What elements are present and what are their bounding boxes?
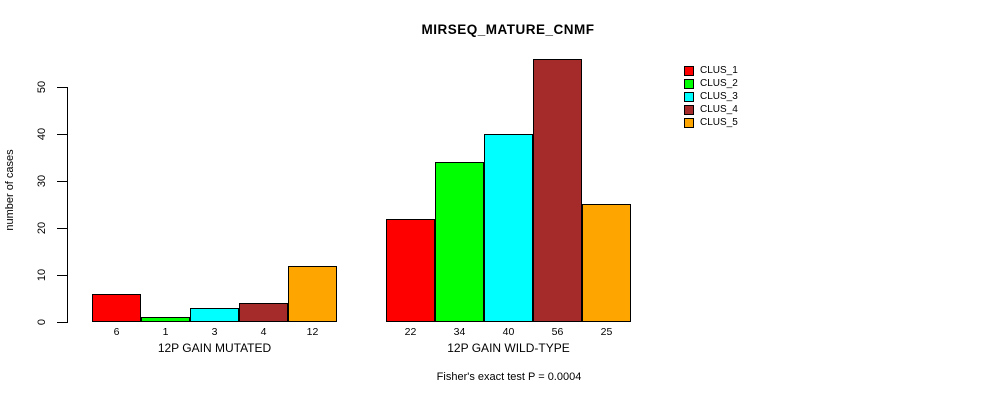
legend-item: CLUS_3 (684, 90, 738, 103)
legend-label: CLUS_5 (700, 117, 738, 128)
legend-item: CLUS_2 (684, 77, 738, 90)
legend-label: CLUS_2 (700, 78, 738, 89)
bar-value-label: 34 (453, 326, 466, 338)
bar-value-label: 3 (211, 326, 218, 338)
legend-swatch (684, 117, 694, 128)
bar-clus_1 (386, 219, 435, 322)
y-axis-tick (57, 181, 67, 182)
legend-label: CLUS_1 (700, 65, 738, 76)
legend-item: CLUS_1 (684, 64, 738, 77)
bar-clus_4 (533, 59, 582, 322)
legend: CLUS_1 CLUS_2 CLUS_3 CLUS_4 CLUS_5 (684, 64, 738, 129)
bar-clus_4 (239, 303, 288, 322)
chart-title: MIRSEQ_MATURE_CNMF (421, 22, 595, 37)
bar-clus_2 (435, 162, 484, 322)
y-tick-label: 20 (36, 221, 48, 235)
y-axis-line (67, 87, 68, 323)
bar-clus_5 (288, 266, 337, 322)
bar-clus_3 (190, 308, 239, 322)
group-label: 12P GAIN MUTATED (157, 341, 272, 355)
bar-clus_3 (484, 134, 533, 322)
y-tick-label: 40 (36, 127, 48, 141)
y-axis-tick (57, 134, 67, 135)
y-axis-tick (57, 87, 67, 88)
bar-value-label: 1 (162, 326, 169, 338)
group-label: 12P GAIN WILD-TYPE (447, 341, 570, 355)
bar-value-label: 22 (404, 326, 417, 338)
legend-swatch (684, 91, 694, 102)
y-axis-tick (57, 228, 67, 229)
bar-value-label: 25 (600, 326, 613, 338)
legend-label: CLUS_4 (700, 104, 738, 115)
bar-value-label: 12 (306, 326, 319, 338)
bar-value-label: 40 (502, 326, 515, 338)
y-tick-label: 30 (36, 174, 48, 188)
bar-clus_1 (92, 294, 141, 322)
bar-value-label: 56 (551, 326, 564, 338)
y-tick-label: 50 (36, 80, 48, 94)
legend-swatch (684, 78, 694, 89)
bar-value-label: 6 (113, 326, 120, 338)
legend-swatch (684, 104, 694, 115)
annotation-text: Fisher's exact test P = 0.0004 (436, 371, 582, 383)
bar-clus_5 (582, 204, 631, 322)
y-tick-label: 10 (36, 268, 48, 282)
y-tick-label: 0 (36, 318, 48, 326)
y-axis-tick (57, 322, 67, 323)
legend-item: CLUS_5 (684, 116, 738, 129)
bar-clus_2 (141, 317, 190, 322)
legend-label: CLUS_3 (700, 91, 738, 102)
bar-value-label: 4 (260, 326, 267, 338)
legend-item: CLUS_4 (684, 103, 738, 116)
legend-swatch (684, 65, 694, 76)
y-axis-tick (57, 275, 67, 276)
